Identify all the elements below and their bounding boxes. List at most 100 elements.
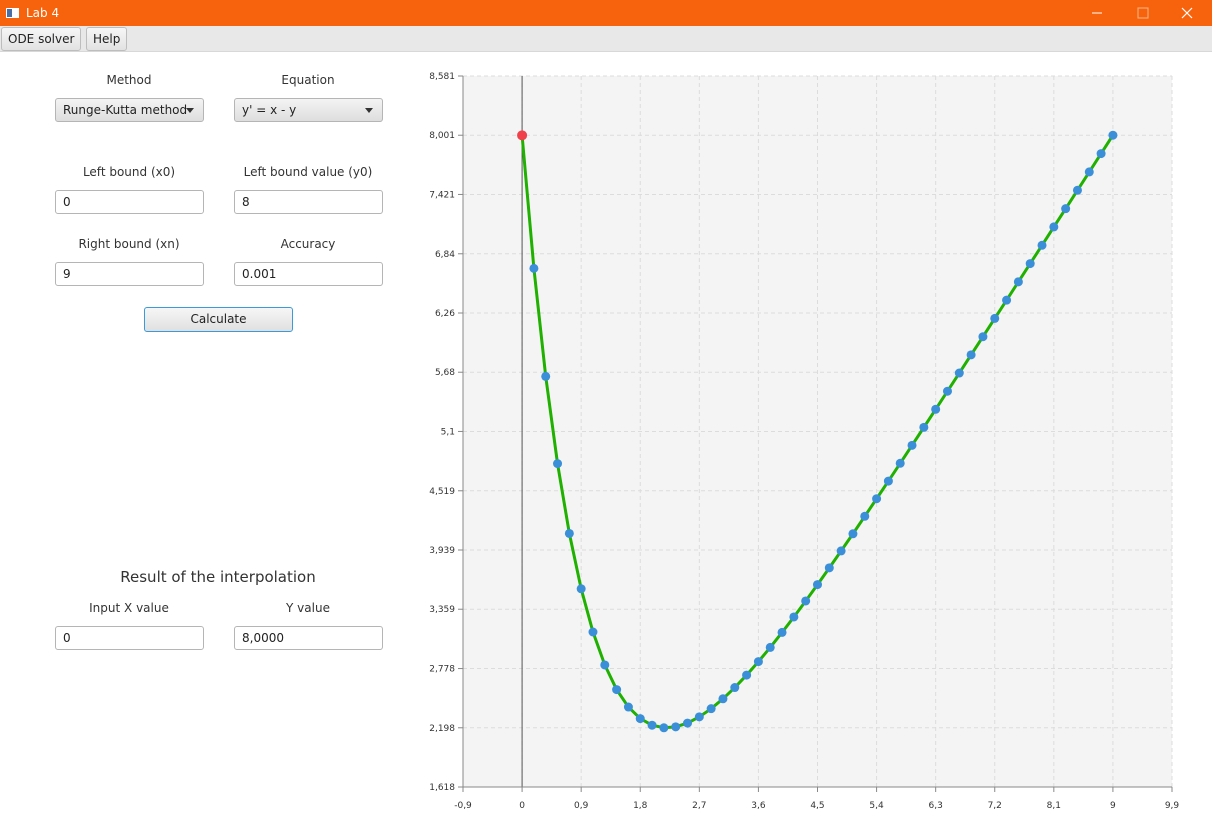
title-bar: Lab 4 [0, 0, 1212, 26]
text-input[interactable]: 8,0000 [234, 626, 383, 650]
data-point [1072, 185, 1082, 195]
data-point [553, 459, 563, 469]
label: Y value [286, 601, 330, 615]
data-point [588, 627, 598, 637]
x-tick-label: 2,7 [692, 801, 706, 811]
y-tick-label: 2,198 [429, 724, 455, 734]
x-tick-label: 1,8 [633, 801, 648, 811]
data-point [919, 422, 929, 432]
x-tick-label: 3,6 [751, 801, 766, 811]
close[interactable] [1181, 7, 1193, 19]
y-tick-label: 7,421 [429, 190, 455, 200]
data-point [683, 718, 693, 728]
label: Accuracy [280, 237, 336, 251]
window-title: Lab 4 [26, 6, 60, 20]
data-point [990, 313, 1000, 323]
data-point [813, 580, 822, 590]
data-point [848, 529, 858, 539]
data-point [718, 694, 728, 704]
data-point [541, 371, 551, 381]
label: Left bound (x0) [82, 165, 176, 179]
data-point [647, 720, 657, 730]
data-point [1061, 204, 1071, 214]
data-point [564, 528, 574, 538]
label: Method [106, 73, 152, 87]
y-tick-label: 5,1 [441, 427, 455, 437]
data-point [1037, 240, 1047, 250]
data-point [942, 386, 952, 396]
chart: 1,618 2,198 2,778 3,359 3,939 4,519 5,1 5,68 6,2… [429, 72, 1180, 811]
x-tick-label: 6,3 [929, 801, 943, 811]
data-point [931, 404, 941, 414]
x-tick-label: 8,1 [1047, 801, 1061, 811]
data-point [612, 685, 622, 695]
label: Input X value [89, 601, 169, 615]
data-point [1096, 149, 1106, 159]
x-tick-label: 9,9 [1165, 801, 1180, 811]
data-point [872, 494, 882, 504]
data-point [883, 476, 893, 486]
data-point [671, 722, 681, 732]
x-tick-label: 5,4 [869, 801, 884, 811]
data-point [1084, 167, 1094, 177]
y-tick-label: 5,68 [435, 368, 455, 378]
x-tick-label: 0,9 [574, 801, 589, 811]
y-tick-label: 4,519 [429, 487, 455, 497]
label: Right bound (xn) [78, 237, 180, 251]
data-point [895, 458, 905, 468]
window-controls[interactable] [1072, 0, 1212, 26]
data-point [824, 563, 834, 573]
data-point [1049, 222, 1059, 232]
menu-help[interactable]: Help [86, 27, 128, 51]
data-point [600, 660, 610, 670]
y-tick-label: 2,778 [429, 665, 455, 675]
menu-bar: ODE solver Help [0, 26, 1212, 52]
data-point [978, 332, 988, 342]
data-point [694, 712, 704, 722]
x-tick-label: 4,5 [810, 801, 824, 811]
equation-select[interactable]: y' = x - y [234, 98, 383, 122]
y-tick-label: 3,359 [429, 605, 455, 615]
data-point [836, 546, 846, 556]
x-tick-label: 7,2 [988, 801, 1002, 811]
data-point [801, 596, 811, 606]
data-point [1108, 130, 1118, 140]
data-point [907, 440, 917, 450]
label: Left bound value (y0) [243, 165, 373, 179]
menu-ode[interactable]: ODE solver [1, 27, 82, 51]
y-tick-label: 6,26 [435, 309, 455, 319]
x-tick-label: 9 [1110, 801, 1116, 811]
data-point [576, 584, 586, 594]
text-input[interactable]: 0 [55, 190, 204, 214]
text-input[interactable]: 9 [55, 262, 204, 286]
y-tick-label: 8,581 [429, 72, 455, 82]
data-point [1002, 295, 1012, 305]
app-icon [6, 8, 19, 18]
data-point [753, 657, 763, 667]
data-point [954, 368, 964, 378]
data-point [789, 612, 799, 622]
y-tick-label: 3,939 [429, 546, 455, 556]
data-point [860, 511, 870, 521]
y-tick-label: 8,001 [429, 131, 455, 141]
calculate-button[interactable]: Calculate [144, 307, 293, 332]
y-tick-label: 6,84 [435, 250, 455, 260]
data-point [777, 627, 787, 637]
maximize[interactable] [1137, 7, 1149, 19]
data-point [765, 642, 775, 652]
text-input[interactable]: 0.001 [234, 262, 383, 286]
data-point [706, 704, 716, 714]
data-point [1013, 277, 1023, 287]
text-input[interactable]: 8 [234, 190, 383, 214]
data-point [1025, 259, 1035, 269]
data-point [623, 702, 633, 712]
section-title: Result of the interpolation [120, 568, 316, 586]
method-select[interactable]: Runge-Kutta method [55, 98, 204, 122]
data-point [730, 683, 740, 693]
x-tick-label: 0 [519, 801, 525, 811]
data-point [659, 723, 669, 733]
text-input[interactable]: 0 [55, 626, 204, 650]
x-tick-label: -0,9 [454, 801, 472, 811]
y-tick-label: 1,618 [429, 783, 455, 793]
